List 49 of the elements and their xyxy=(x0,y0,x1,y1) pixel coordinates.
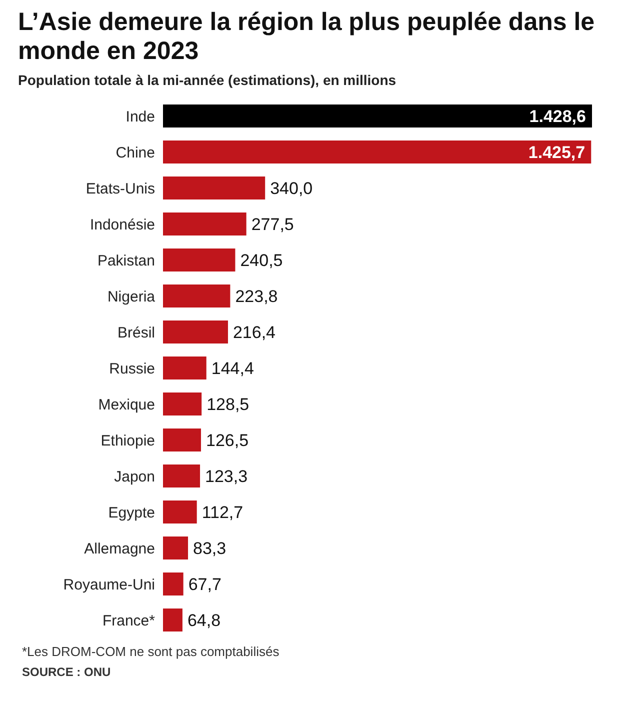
data-label: 340,0 xyxy=(270,179,313,198)
data-label: 67,7 xyxy=(188,575,222,594)
y-tick-label: Etats-Unis xyxy=(86,180,155,198)
y-tick-label: Egypte xyxy=(108,504,155,522)
bar xyxy=(163,284,230,308)
source-note: SOURCE : ONU xyxy=(22,665,112,679)
text: *Les DROM-COM ne sont pas comptabilisés xyxy=(22,644,280,659)
bar xyxy=(163,608,182,632)
y-tick-label: Pakistan xyxy=(97,252,155,270)
bar xyxy=(163,248,236,272)
data-label: 83,3 xyxy=(193,539,226,558)
y-tick-label: Ethiopie xyxy=(100,432,155,450)
bar xyxy=(163,500,197,524)
bar xyxy=(163,464,200,488)
y-tick-label: Mexique xyxy=(98,396,155,414)
data-label: 216,4 xyxy=(232,323,276,342)
data-label: 64,8 xyxy=(187,611,221,630)
data-label: 1.428,6 xyxy=(529,107,586,126)
y-tick-label: Inde xyxy=(126,108,155,126)
bar xyxy=(163,104,592,128)
y-tick-label: Chine xyxy=(116,144,155,162)
y-tick-label: France* xyxy=(102,612,156,630)
y-tick-label: Allemagne xyxy=(84,540,155,558)
y-tick-label: Russie xyxy=(109,360,155,378)
chart-title: L’Asie demeure la région la plus peuplée dans le monde en 2023 xyxy=(18,8,596,66)
data-label: 1.425,7 xyxy=(528,143,586,162)
data-label: 277,5 xyxy=(251,215,294,234)
data-label: 123,3 xyxy=(205,467,248,486)
y-tick-label: Royaume-Uni xyxy=(63,576,155,594)
bar xyxy=(163,572,184,596)
bar xyxy=(163,176,266,200)
data-label: 240,5 xyxy=(240,251,283,270)
bar xyxy=(163,428,201,452)
data-label: 112,7 xyxy=(202,503,244,522)
bar xyxy=(163,140,592,164)
bar xyxy=(163,392,202,416)
data-label: 126,5 xyxy=(206,431,249,450)
data-label: 128,5 xyxy=(206,395,250,414)
bar xyxy=(163,212,246,236)
y-tick-label: Indonésie xyxy=(90,216,155,234)
bar xyxy=(163,536,188,560)
y-tick-label: Japon xyxy=(114,468,155,486)
data-label: 223,8 xyxy=(235,287,278,306)
y-tick-label: Brésil xyxy=(117,324,155,342)
bar xyxy=(163,356,206,380)
bar xyxy=(163,320,228,344)
data-label: 144,4 xyxy=(211,359,254,378)
chart-subtitle: Population totale à la mi-année (estimations), en millions xyxy=(18,72,398,88)
y-tick-label: Nigeria xyxy=(107,288,156,306)
